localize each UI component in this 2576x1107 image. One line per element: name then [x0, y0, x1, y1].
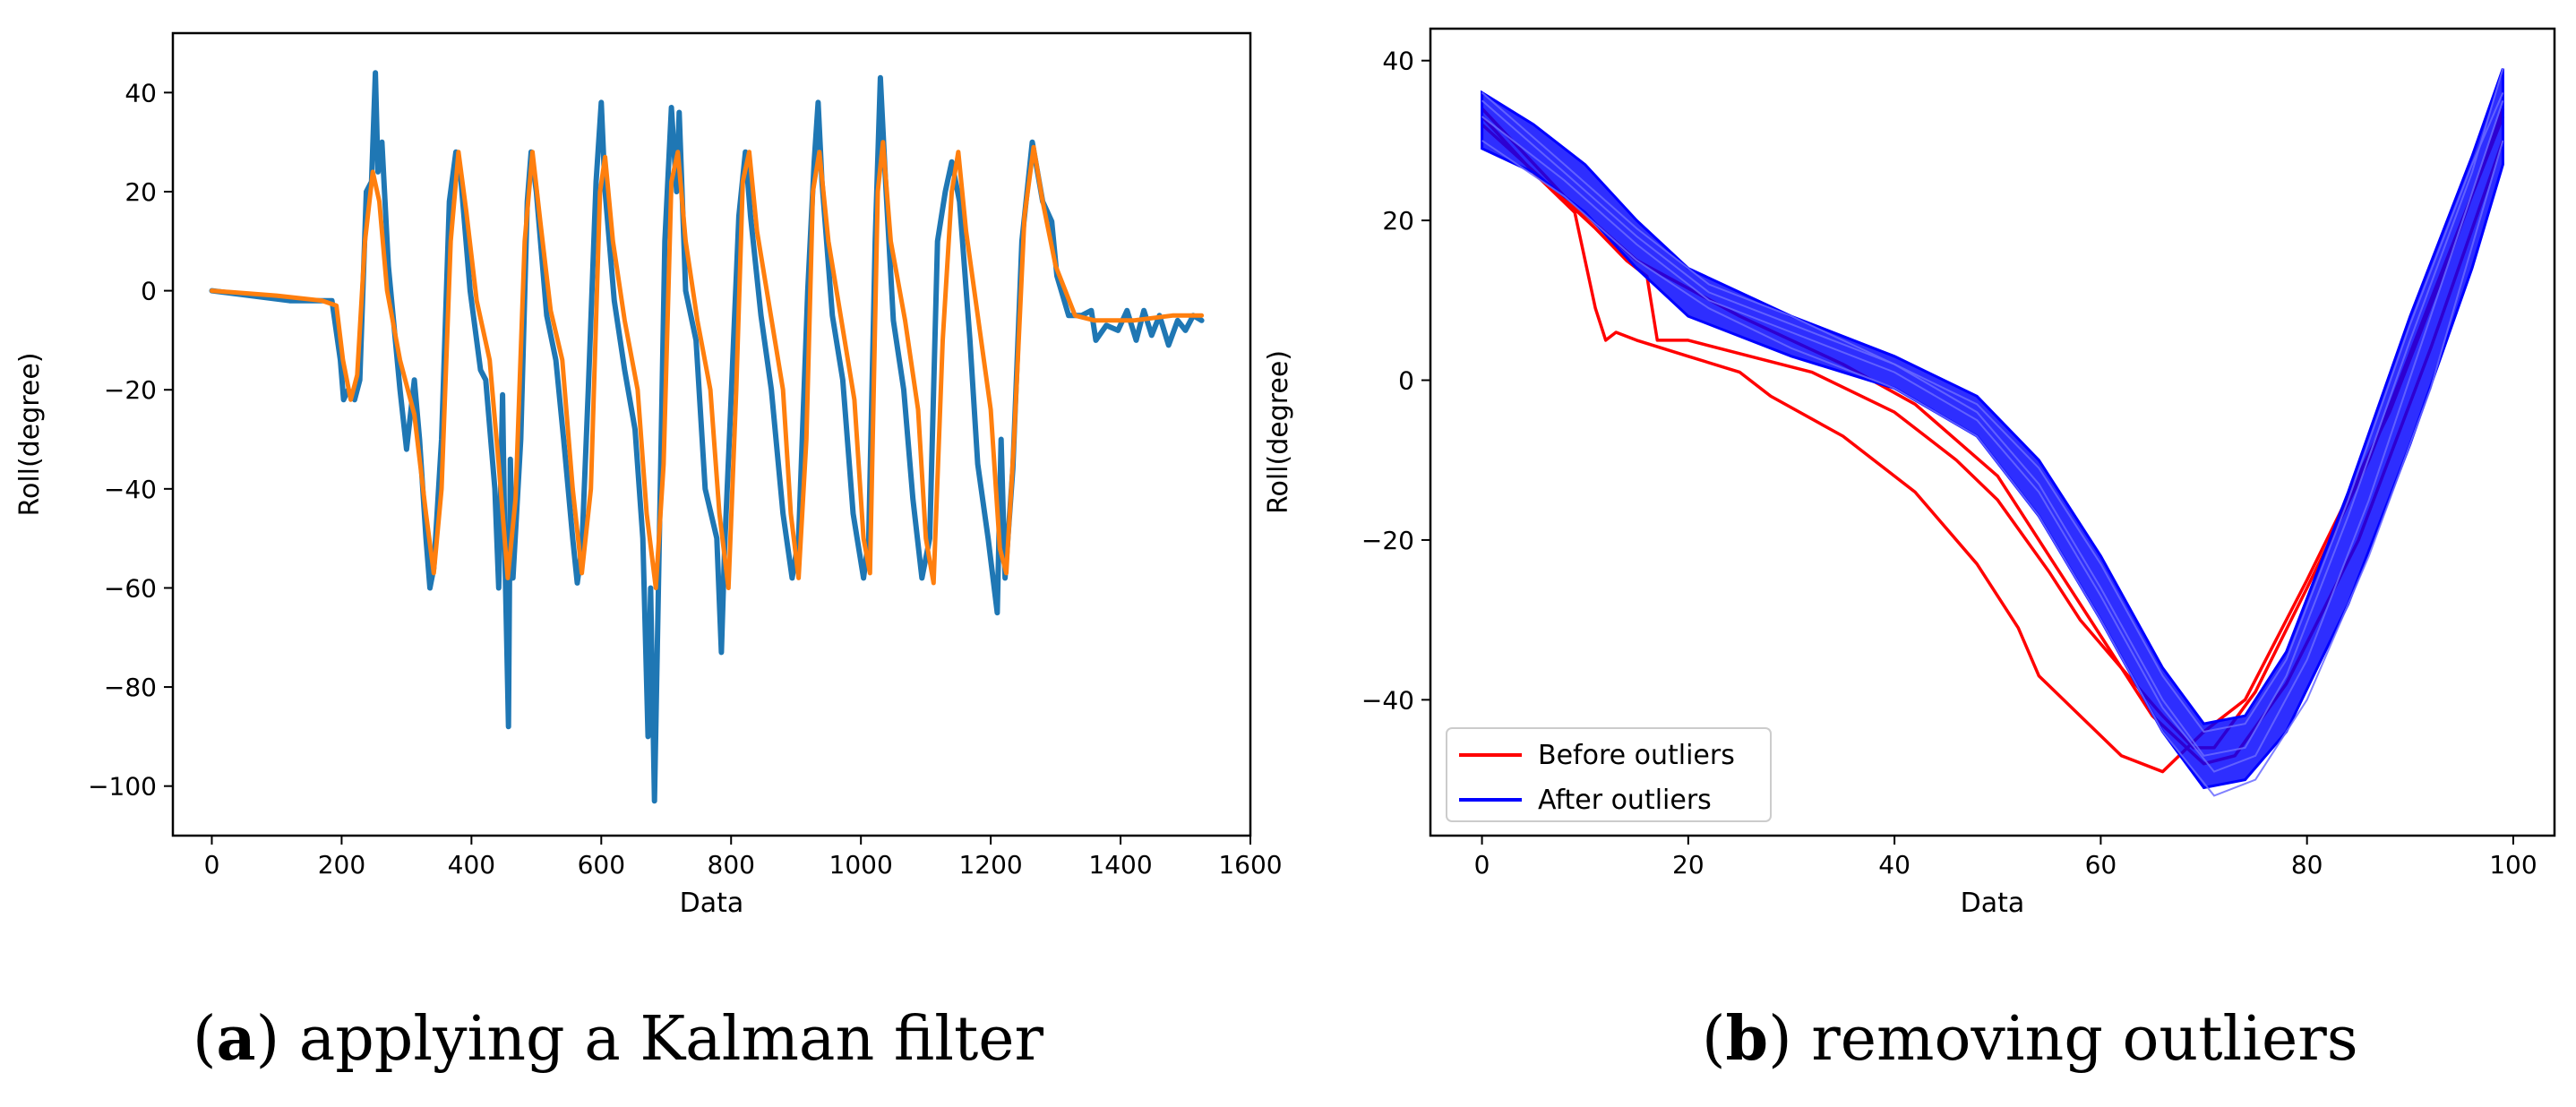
y-tick-label: −40 [1361, 685, 1414, 715]
caption-a-letter: a [216, 1003, 256, 1075]
y-tick-label: −20 [1361, 526, 1414, 555]
y-axis-label: Roll(degree) [14, 352, 46, 516]
caption-a-text: applying a Kalman filter [279, 1004, 1044, 1075]
x-tick-label: 800 [708, 850, 755, 880]
kalman-filtered-line [210, 140, 1205, 590]
y-tick-label: 0 [1398, 366, 1414, 396]
x-tick-label: 40 [1878, 850, 1911, 880]
x-tick-label: 20 [1672, 850, 1704, 880]
y-tick-label: −20 [104, 375, 157, 405]
y-axis-label: Roll(degree) [1263, 350, 1294, 514]
x-tick-label: 1000 [829, 850, 893, 880]
chart-panel-a: 0 200 400 600 800 1000 1200 1400 160040200−20−40… [14, 31, 1283, 919]
y-tick-label: 40 [1382, 47, 1414, 76]
y-tick-label: −100 [88, 772, 157, 802]
x-axis-label: Data [1961, 888, 2025, 919]
x-tick-label: 600 [578, 850, 625, 880]
caption-b-letter: b [1725, 1003, 1769, 1075]
x-tick-label: 80 [2291, 850, 2323, 880]
series-group [1481, 68, 2505, 797]
x-tick-label: 100 [2489, 850, 2537, 880]
y-tick-label: 20 [1382, 206, 1414, 236]
after-outliers-line-4 [1481, 92, 2504, 734]
caption-b-text: removing outliers [1791, 1004, 2358, 1075]
x-tick-label: 400 [448, 850, 495, 880]
raw-roll-line [209, 70, 1205, 804]
plot-frame [171, 31, 1252, 837]
y-tick-label: −80 [104, 673, 157, 702]
x-tick-label: 0 [1474, 850, 1490, 880]
x-tick-label: 1200 [958, 850, 1022, 880]
after-outliers-band [1481, 68, 2504, 790]
plot-frame [1429, 27, 2556, 837]
legend-label: Before outliers [1538, 740, 1735, 771]
y-tick-label: 0 [141, 277, 157, 306]
legend: Before outliers After outliers [1446, 727, 1772, 822]
chart-panel-b: 0 20 40 60 80 100 40 20 0 −20 −40 Data Roll(degree) B… [1263, 27, 2556, 919]
before-outliers-line-1 [1481, 107, 2505, 774]
legend-label: After outliers [1538, 785, 1712, 816]
after-outliers-line-3 [1481, 140, 2504, 797]
legend-box [1446, 727, 1772, 822]
caption-b: (b) removing outliers [1702, 1003, 2358, 1075]
x-axis-label: Data [680, 888, 744, 919]
y-tick-label: 20 [125, 177, 157, 207]
x-tick-label: 1400 [1088, 850, 1152, 880]
y-tick-label: −40 [104, 475, 157, 504]
y-tick-label: 40 [125, 78, 157, 107]
series-group [209, 70, 1205, 804]
x-tick-label: 200 [318, 850, 365, 880]
after-outliers-line-2 [1481, 99, 2504, 773]
x-tick-label: 1600 [1218, 850, 1282, 880]
after-outliers-line-1 [1481, 68, 2504, 757]
y-tick-label: −60 [104, 573, 157, 603]
x-tick-label: 60 [2085, 850, 2117, 880]
caption-a: (a) applying a Kalman filter [193, 1003, 1044, 1075]
x-tick-label: 0 [204, 850, 220, 880]
